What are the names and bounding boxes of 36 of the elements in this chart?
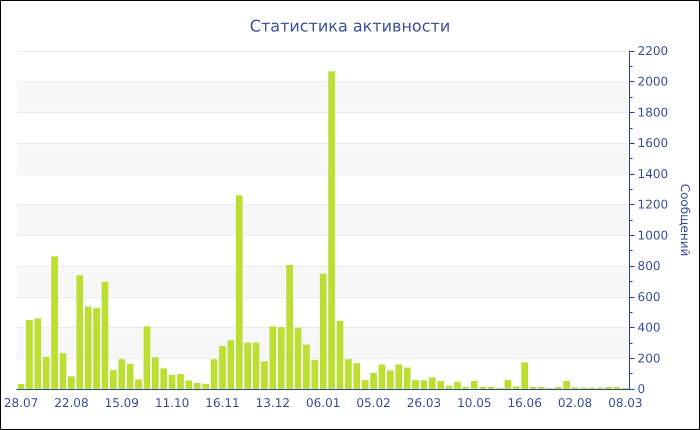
x-tick-label: 10.05 — [457, 396, 492, 410]
bar — [470, 381, 478, 389]
x-tick-label: 15.09 — [104, 396, 139, 410]
y-tick-label: 1600 — [638, 136, 668, 150]
x-tick-label: 08.03 — [608, 396, 643, 410]
y-tick-label: 1200 — [638, 198, 668, 212]
x-tick-label: 16.11 — [205, 396, 240, 410]
y-axis-title: Сообщений — [678, 184, 692, 256]
x-tick-label: 06.01 — [306, 396, 340, 410]
x-tick-label: 26.03 — [406, 396, 442, 410]
bar — [353, 363, 360, 389]
y-tick-label: 600 — [638, 290, 660, 304]
bar — [160, 368, 168, 389]
bar — [118, 359, 126, 389]
x-tick-label: 13.12 — [256, 396, 290, 410]
y-tick-label: 1000 — [638, 228, 668, 242]
x-tick-label: 16.06 — [507, 396, 542, 410]
bar — [76, 275, 84, 389]
x-tick-label: 02.08 — [558, 396, 592, 410]
x-tick-label: 05.02 — [356, 396, 391, 410]
bar — [278, 327, 285, 389]
bar — [236, 195, 243, 389]
chart-title: Статистика активности — [250, 16, 450, 36]
y-tick-label: 0 — [638, 382, 646, 396]
y-tick-label: 200 — [638, 351, 660, 366]
y-tick-label: 1400 — [638, 166, 668, 181]
y-tick-label: 1800 — [638, 105, 668, 120]
y-tick-label: 400 — [638, 320, 660, 335]
x-tick-label: 22.08 — [54, 396, 89, 410]
y-tick-label: 2000 — [638, 74, 668, 89]
bar — [395, 364, 402, 389]
x-tick-label: 11.10 — [154, 396, 190, 410]
bar — [512, 386, 520, 389]
y-tick-label: 2200 — [638, 44, 668, 58]
x-tick-label: 28.07 — [4, 396, 38, 410]
y-tick-label: 800 — [638, 259, 660, 274]
